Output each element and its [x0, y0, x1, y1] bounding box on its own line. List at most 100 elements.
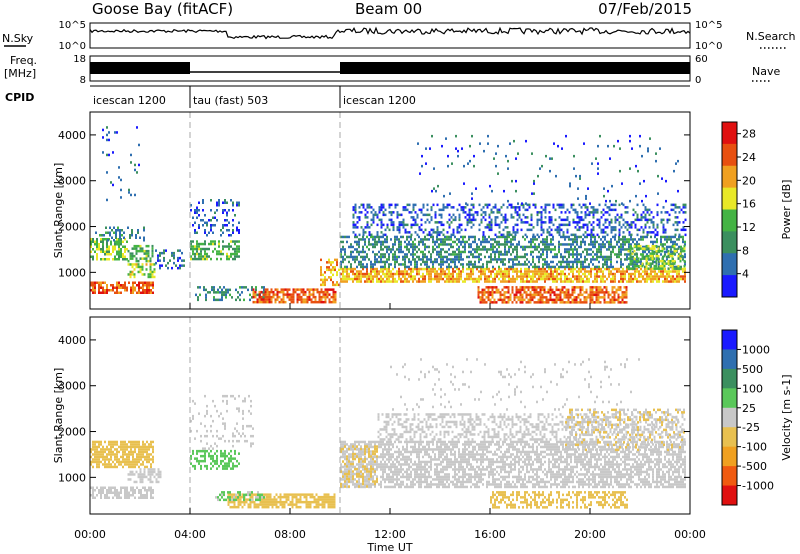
range-gate-cell	[588, 265, 590, 269]
range-gate-cell	[194, 211, 196, 214]
range-gate-cell	[354, 211, 357, 214]
range-gate-cell	[116, 243, 118, 246]
range-gate-cell	[515, 291, 518, 294]
range-gate-cell	[104, 458, 106, 461]
range-gate-cell	[588, 253, 590, 256]
range-gate-cell	[126, 494, 128, 497]
range-gate-cell	[94, 440, 96, 444]
range-gate-cell	[376, 270, 378, 273]
range-gate-cell	[354, 233, 357, 237]
range-gate-cell	[390, 238, 392, 241]
range-gate-cell	[356, 250, 358, 254]
range-gate-cell	[131, 234, 133, 237]
range-gate-cell	[402, 263, 404, 266]
range-gate-cell	[574, 245, 576, 249]
range-gate-cell	[190, 457, 192, 460]
range-gate-cell	[438, 275, 440, 278]
range-gate-cell	[596, 272, 598, 276]
range-gate-cell	[634, 263, 636, 266]
range-gate-cell	[484, 277, 486, 281]
range-gate-cell	[150, 494, 152, 497]
range-gate-cell	[212, 242, 214, 246]
range-gate-cell	[677, 254, 680, 258]
range-gate-cell	[350, 263, 352, 266]
range-gate-cell	[344, 277, 346, 281]
range-gate-cell	[638, 238, 640, 241]
range-gate-cell	[280, 300, 283, 304]
range-gate-cell	[155, 478, 158, 481]
range-gate-cell	[364, 280, 366, 283]
range-gate-cell	[204, 434, 206, 438]
range-gate-cell	[578, 245, 580, 249]
range-gate-cell	[320, 278, 322, 282]
range-gate-cell	[120, 196, 122, 199]
range-gate-cell	[520, 267, 522, 271]
range-gate-cell	[352, 226, 355, 229]
range-gate-cell	[404, 208, 407, 212]
range-gate-cell	[525, 139, 527, 143]
range-gate-cell	[100, 248, 102, 251]
range-gate-cell	[370, 260, 372, 264]
range-gate-cell	[257, 293, 259, 297]
range-gate-cell	[230, 449, 232, 453]
range-gate-cell	[122, 465, 124, 469]
range-gate-cell	[562, 272, 564, 276]
range-gate-cell	[549, 298, 552, 302]
range-gate-cell	[126, 460, 128, 464]
range-gate-cell	[609, 157, 611, 160]
range-gate-cell	[590, 258, 592, 261]
range-gate-cell	[460, 208, 463, 212]
range-gate-cell	[108, 245, 110, 248]
range-gate-cell	[218, 464, 220, 468]
range-gate-cell	[196, 211, 198, 214]
range-gate-cell	[131, 254, 134, 258]
range-gate-cell	[644, 226, 647, 229]
range-gate-cell	[627, 249, 630, 253]
range-gate-cell	[108, 458, 110, 461]
range-gate-cell	[165, 264, 167, 267]
range-gate-cell	[490, 228, 493, 232]
range-gate-cell	[640, 216, 643, 219]
range-gate-cell	[530, 275, 532, 278]
range-gate-cell	[292, 288, 295, 291]
range-gate-cell	[506, 243, 508, 246]
range-gate-cell	[488, 255, 490, 259]
range-gate-cell	[634, 253, 636, 256]
range-gate-cell	[484, 267, 486, 271]
range-gate-cell	[626, 238, 628, 241]
range-gate-cell	[388, 255, 390, 259]
range-gate-cell	[374, 258, 376, 261]
range-gate-cell	[456, 280, 458, 283]
range-gate-cell	[514, 277, 516, 281]
range-gate-cell	[370, 235, 372, 239]
range-gate-cell	[398, 243, 400, 246]
range-gate-cell	[645, 264, 648, 268]
range-gate-cell	[622, 245, 624, 249]
range-gate-cell	[212, 434, 214, 438]
range-gate-cell	[142, 453, 144, 456]
range-gate-cell	[120, 489, 122, 492]
range-gate-cell	[354, 226, 357, 229]
range-gate-cell	[254, 293, 257, 296]
range-gate-cell	[130, 153, 132, 157]
range-gate-cell	[100, 286, 102, 289]
range-gate-cell	[536, 223, 539, 227]
range-gate-cell	[114, 258, 116, 261]
range-gate-cell	[350, 267, 352, 271]
range-gate-cell	[628, 263, 630, 266]
range-gate-cell	[474, 218, 477, 222]
range-gate-cell	[396, 255, 398, 259]
range-gate-cell	[493, 301, 496, 304]
range-gate-cell	[611, 298, 614, 302]
range-gate-cell	[90, 245, 92, 248]
range-gate-cell	[452, 240, 454, 244]
range-gate-cell	[204, 414, 206, 418]
range-gate-cell	[649, 264, 652, 268]
range-gate-cell	[602, 208, 605, 212]
range-gate-cell	[466, 277, 468, 281]
range-gate-cell	[581, 286, 584, 289]
range-gate-cell	[584, 211, 587, 214]
range-gate-cell	[292, 295, 295, 299]
range-gate-cell	[636, 243, 638, 246]
